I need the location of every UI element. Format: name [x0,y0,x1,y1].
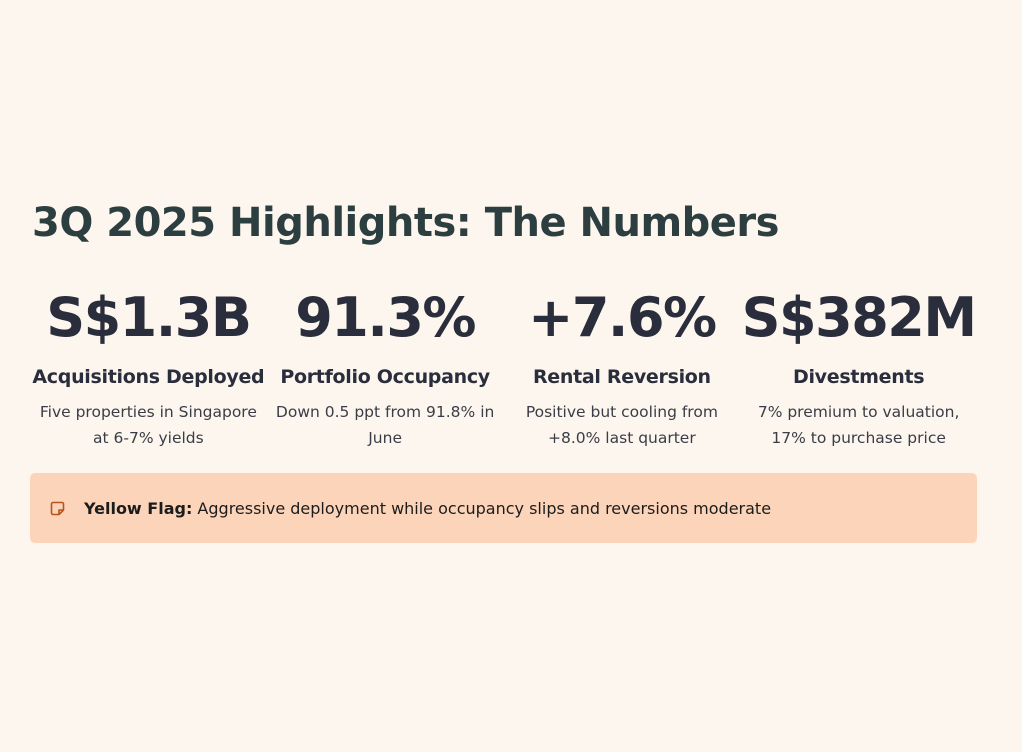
stat-description: Positive but cooling from +8.0% last qua… [525,403,718,447]
stat-description: Down 0.5 ppt from 91.8% in June [275,403,495,447]
flag-text: Yellow Flag: Aggressive deployment while… [84,499,771,518]
stat-rental-reversion: +7.6% Rental Reversion Positive but cool… [504,285,741,451]
flag-label: Yellow Flag: [84,498,193,518]
stats-row: S$1.3B Acquisitions Deployed Five proper… [30,285,977,451]
stat-description: Five properties in Singapore at 6-7% yie… [39,403,257,447]
slide-title: 3Q 2025 Highlights: The Numbers [32,200,779,246]
stat-value: S$382M [741,286,977,349]
stat-description: 7% premium to valuation, 17% to purchase… [757,403,960,447]
stat-divestments: S$382M Divestments 7% premium to valuati… [740,285,977,451]
stat-label: Divestments [793,366,925,388]
stat-value: S$1.3B [46,286,252,349]
stat-label: Rental Reversion [532,366,711,388]
flag-message: Aggressive deployment while occupancy sl… [192,498,772,518]
stat-occupancy: 91.3% Portfolio Occupancy Down 0.5 ppt f… [267,285,504,451]
stat-acquisitions: S$1.3B Acquisitions Deployed Five proper… [30,285,267,451]
stat-label: Portfolio Occupancy [280,366,490,388]
stat-value: +7.6% [528,286,717,349]
yellow-flag-callout: Yellow Flag: Aggressive deployment while… [30,473,977,543]
stat-label: Acquisitions Deployed [32,366,265,388]
stat-value: 91.3% [295,286,476,349]
slide: 3Q 2025 Highlights: The Numbers S$1.3B A… [30,0,977,752]
sticky-note-icon [50,501,65,515]
